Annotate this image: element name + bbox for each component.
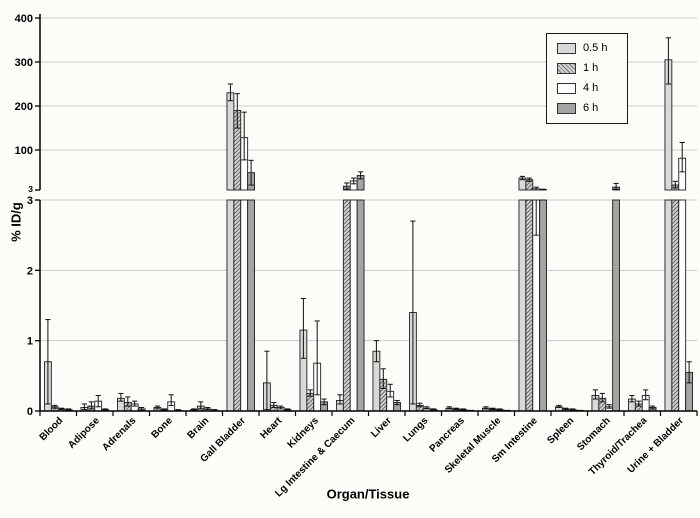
bar-lower-segment <box>247 199 255 412</box>
legend-label: 6 h <box>583 102 599 114</box>
x-category-label: Brain <box>186 415 212 441</box>
y-tick-label-lower: 1 <box>27 336 33 348</box>
y-axis-title: % ID/g <box>8 202 24 242</box>
legend-item: 1 h <box>557 63 627 74</box>
legend-item: 6 h <box>557 103 627 114</box>
x-category-label: Liver <box>369 415 394 440</box>
bar-lower-segment <box>240 199 249 412</box>
bar-lower-segment <box>525 199 534 412</box>
bar-upper-segment <box>226 92 235 191</box>
x-category-label: Bone <box>149 415 175 441</box>
legend-swatch-6h-icon <box>557 103 576 114</box>
bar-lower-segment <box>612 199 621 412</box>
y-tick-label-upper: 300 <box>15 57 33 69</box>
bar-lower-segment <box>356 199 365 412</box>
x-category-label: Spleen <box>545 415 576 446</box>
legend-swatch-1h-icon <box>557 63 576 74</box>
bar-lower-segment <box>349 199 358 412</box>
x-category-label: Stomach <box>575 415 613 453</box>
bar-lower-segment <box>226 199 235 412</box>
y-tick-label-upper: 100 <box>15 145 33 157</box>
y-tick-label-upper: 200 <box>15 101 33 113</box>
legend-label: 1 h <box>583 62 599 74</box>
legend-label: 0.5 h <box>583 42 608 54</box>
legend-item: 4 h <box>557 83 627 94</box>
x-category-label: Adrenals <box>100 415 138 453</box>
x-category-label: Heart <box>259 415 285 441</box>
y-tick-label-lower: 3 <box>27 195 33 207</box>
bar-lower-segment <box>233 199 242 412</box>
bar-lower-segment <box>664 199 673 412</box>
legend-item: 0.5 h <box>557 43 627 54</box>
x-axis-title: Organ/Tissue <box>326 486 410 502</box>
bar-lower-segment <box>671 199 680 412</box>
bar-lower-segment <box>539 199 548 412</box>
x-category-label: Lungs <box>401 415 430 444</box>
y-tick-label-upper: 3 <box>28 184 33 194</box>
legend-swatch-0.5h-icon <box>557 43 576 54</box>
bar-lower-segment <box>678 199 687 412</box>
x-category-label: Kidneys <box>286 415 322 451</box>
y-tick-label-upper: 400 <box>15 13 33 25</box>
legend: 0.5 h 1 h 4 h 6 h <box>546 33 628 124</box>
bar-lower-segment <box>342 199 351 412</box>
y-tick-label-lower: 2 <box>27 265 33 277</box>
bar-lower-segment <box>518 199 527 412</box>
legend-label: 4 h <box>583 82 599 94</box>
x-category-label: Blood <box>38 415 66 443</box>
legend-swatch-4h-icon <box>557 83 576 94</box>
y-tick-label-lower: 0 <box>27 406 33 418</box>
x-category-label: Adipose <box>66 415 102 451</box>
